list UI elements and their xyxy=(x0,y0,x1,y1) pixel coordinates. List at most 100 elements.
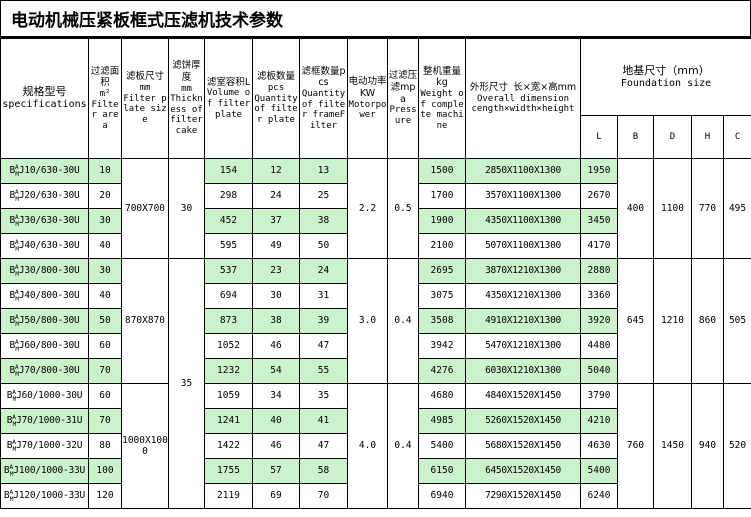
cell-filter-area: 70 xyxy=(88,358,122,384)
header-filter-area-en: Filter area xyxy=(91,99,119,131)
header-foundation-size: 地基尺寸（mm） Foundation size xyxy=(579,38,751,116)
cell-chamber-volume: 154 xyxy=(204,158,253,184)
cell-motor-power: 2.2 xyxy=(347,158,388,259)
cell-chamber-volume: 595 xyxy=(204,233,253,259)
cell-overall-dimension: 2850X1100X1300 xyxy=(465,158,581,184)
cell-foundation-c: 520 xyxy=(722,383,751,509)
header-chamber-volume: 滤室容积L Volume of filter plate xyxy=(204,38,253,159)
cell-machine-weight: 6150 xyxy=(418,458,466,484)
cell-chamber-volume: 1241 xyxy=(204,408,253,434)
cell-machine-weight: 1500 xyxy=(418,158,466,184)
table-row: BAMJ30/800-30U 30 870X870 35 537 23 24 3.0 0.4 26… xyxy=(0,258,751,509)
header-filter-plate-size-cjk: 滤板尺寸 xyxy=(125,71,164,83)
cell-filter-pressure: 0.4 xyxy=(387,258,419,384)
table-row: BAMJ70/1000-31U 70 1241 40 41 4985 5260X1520X1… xyxy=(0,408,751,434)
cell-frame-quantity: 31 xyxy=(299,283,348,309)
header-frame-quantity: 滤框数量pcs Quantity of filter frameFilter xyxy=(299,38,348,159)
cell-overall-length: 2670 xyxy=(580,183,618,209)
cell-plate-quantity: 54 xyxy=(252,358,300,384)
cell-model: BAMJ40/800-30U xyxy=(0,283,89,309)
header-foundation-H: H xyxy=(691,115,724,159)
cell-overall-dimension: 7290X1520X1450 xyxy=(465,483,581,509)
table-row: BAMJ120/1000-33U 120 2119 69 70 6940 7290X1520… xyxy=(0,483,751,509)
header-cake-thickness-cjk: 滤饼厚度 xyxy=(172,60,201,83)
header-overall-dimension-en: Overall dimension xyxy=(476,93,570,104)
cell-plate-quantity: 38 xyxy=(252,308,300,334)
cell-overall-dimension: 4350X1210X1300 xyxy=(465,283,581,309)
cell-foundation-d: 770 xyxy=(691,158,724,259)
cell-machine-weight: 3508 xyxy=(418,308,466,334)
header-foundation-B: B xyxy=(617,115,654,159)
page-title: 电动机械压紧板框式压滤机技术参数 xyxy=(11,11,283,31)
header-row-foundation-cols: L B D H C xyxy=(1,115,751,159)
header-motor-power-cjk: 电动功率 KW xyxy=(348,76,387,99)
cell-overall-dimension: 5070X1100X1300 xyxy=(465,233,581,259)
cell-overall-dimension: 5680X1520X1450 xyxy=(465,433,581,459)
header-foundation-size-cjk: 地基尺寸（mm） xyxy=(622,63,710,77)
cell-filter-area: 60 xyxy=(88,333,122,359)
cell-filter-area: 10 xyxy=(88,158,122,184)
cell-frame-quantity: 13 xyxy=(299,158,348,184)
cell-overall-length: 6240 xyxy=(580,483,618,509)
cell-filter-area: 20 xyxy=(88,183,122,209)
cell-model: BAMJ40/630-30U xyxy=(0,233,89,259)
cell-frame-quantity: 47 xyxy=(299,333,348,359)
header-overall-dimension: 外形尺寸 长×宽×高mm Overall dimension cength×wi… xyxy=(465,38,581,159)
cell-filter-area: 120 xyxy=(88,483,122,509)
header-specifications: 规格型号 specifications xyxy=(0,38,89,159)
header-motor-power: 电动功率 KW Motorpower xyxy=(347,38,388,159)
cell-overall-length: 4170 xyxy=(580,233,618,259)
cell-overall-dimension: 4910X1210X1300 xyxy=(465,308,581,334)
header-filter-pressure-en: Pressure xyxy=(389,105,417,126)
cell-filter-area: 50 xyxy=(88,308,122,334)
cell-overall-length: 3790 xyxy=(580,383,618,409)
cell-machine-weight: 2100 xyxy=(418,233,466,259)
cell-foundation-b: 1450 xyxy=(653,383,692,509)
cell-chamber-volume: 298 xyxy=(204,183,253,209)
cell-filter-pressure: 0.5 xyxy=(387,158,419,259)
header-filter-plate-size: 滤板尺寸 mm Filter plate size xyxy=(121,38,169,159)
cell-plate-quantity: 57 xyxy=(252,458,300,484)
table-row: BAMJ40/630-30U 40 595 49 50 2100 5070X1100X130… xyxy=(0,233,751,259)
cell-machine-weight: 1700 xyxy=(418,183,466,209)
header-plate-quantity-unit: pcs xyxy=(267,83,285,94)
cell-overall-length: 3450 xyxy=(580,208,618,234)
cell-filter-area: 30 xyxy=(88,258,122,284)
cell-frame-quantity: 39 xyxy=(299,308,348,334)
cell-machine-weight: 4985 xyxy=(418,408,466,434)
cell-overall-length: 2880 xyxy=(580,258,618,284)
cell-machine-weight: 6940 xyxy=(418,483,466,509)
cell-frame-quantity: 70 xyxy=(299,483,348,509)
cell-chamber-volume: 1059 xyxy=(204,383,253,409)
cell-chamber-volume: 694 xyxy=(204,283,253,309)
cell-model: BAMJ50/800-30U xyxy=(0,308,89,334)
cell-filter-plate-size: 870X870 xyxy=(121,258,169,384)
header-foundation-C: C xyxy=(722,115,751,159)
cell-machine-weight: 2695 xyxy=(418,258,466,284)
cell-motor-power: 4.0 xyxy=(347,383,388,509)
table-body: BAMJ10/630-30U 10 700X700 30 154 12 13 2.2 0.5 15… xyxy=(0,158,751,509)
header-motor-power-en: Motorpower xyxy=(348,99,387,121)
cell-model: BAMJ70/800-30U xyxy=(0,358,89,384)
cell-foundation-b: 1100 xyxy=(653,158,692,259)
cell-filter-plate-size: 700X700 xyxy=(121,158,169,259)
cell-chamber-volume: 452 xyxy=(204,208,253,234)
table-row: BAMJ60/800-30U 60 1052 46 47 3942 5470X1210X13… xyxy=(0,333,751,359)
cell-foundation-c: 495 xyxy=(722,158,751,259)
cell-machine-weight: 4680 xyxy=(418,383,466,409)
table-row: BAMJ60/1000-30U 60 1000X1000 1059 34 35 4.0 0.4… xyxy=(0,383,751,509)
header-plate-quantity-cjk: 滤板数量 xyxy=(256,71,295,83)
cell-overall-length: 3360 xyxy=(580,283,618,309)
cell-chamber-volume: 1052 xyxy=(204,333,253,359)
cell-chamber-volume: 873 xyxy=(204,308,253,334)
header-filter-pressure: 过滤压滤mpa Pressure xyxy=(387,38,419,159)
cell-chamber-volume: 2119 xyxy=(204,483,253,509)
cell-model: BAMJ30/800-30U xyxy=(0,258,89,284)
header-machine-weight: 整机重量 kg Weight of complete machine xyxy=(418,38,466,159)
cell-overall-dimension: 6030X1210X1300 xyxy=(465,358,581,384)
cell-frame-quantity: 47 xyxy=(299,433,348,459)
cell-plate-quantity: 30 xyxy=(252,283,300,309)
cell-machine-weight: 4276 xyxy=(418,358,466,384)
cell-plate-quantity: 40 xyxy=(252,408,300,434)
header-frame-quantity-cjk: 滤框数量pcs xyxy=(301,65,346,89)
